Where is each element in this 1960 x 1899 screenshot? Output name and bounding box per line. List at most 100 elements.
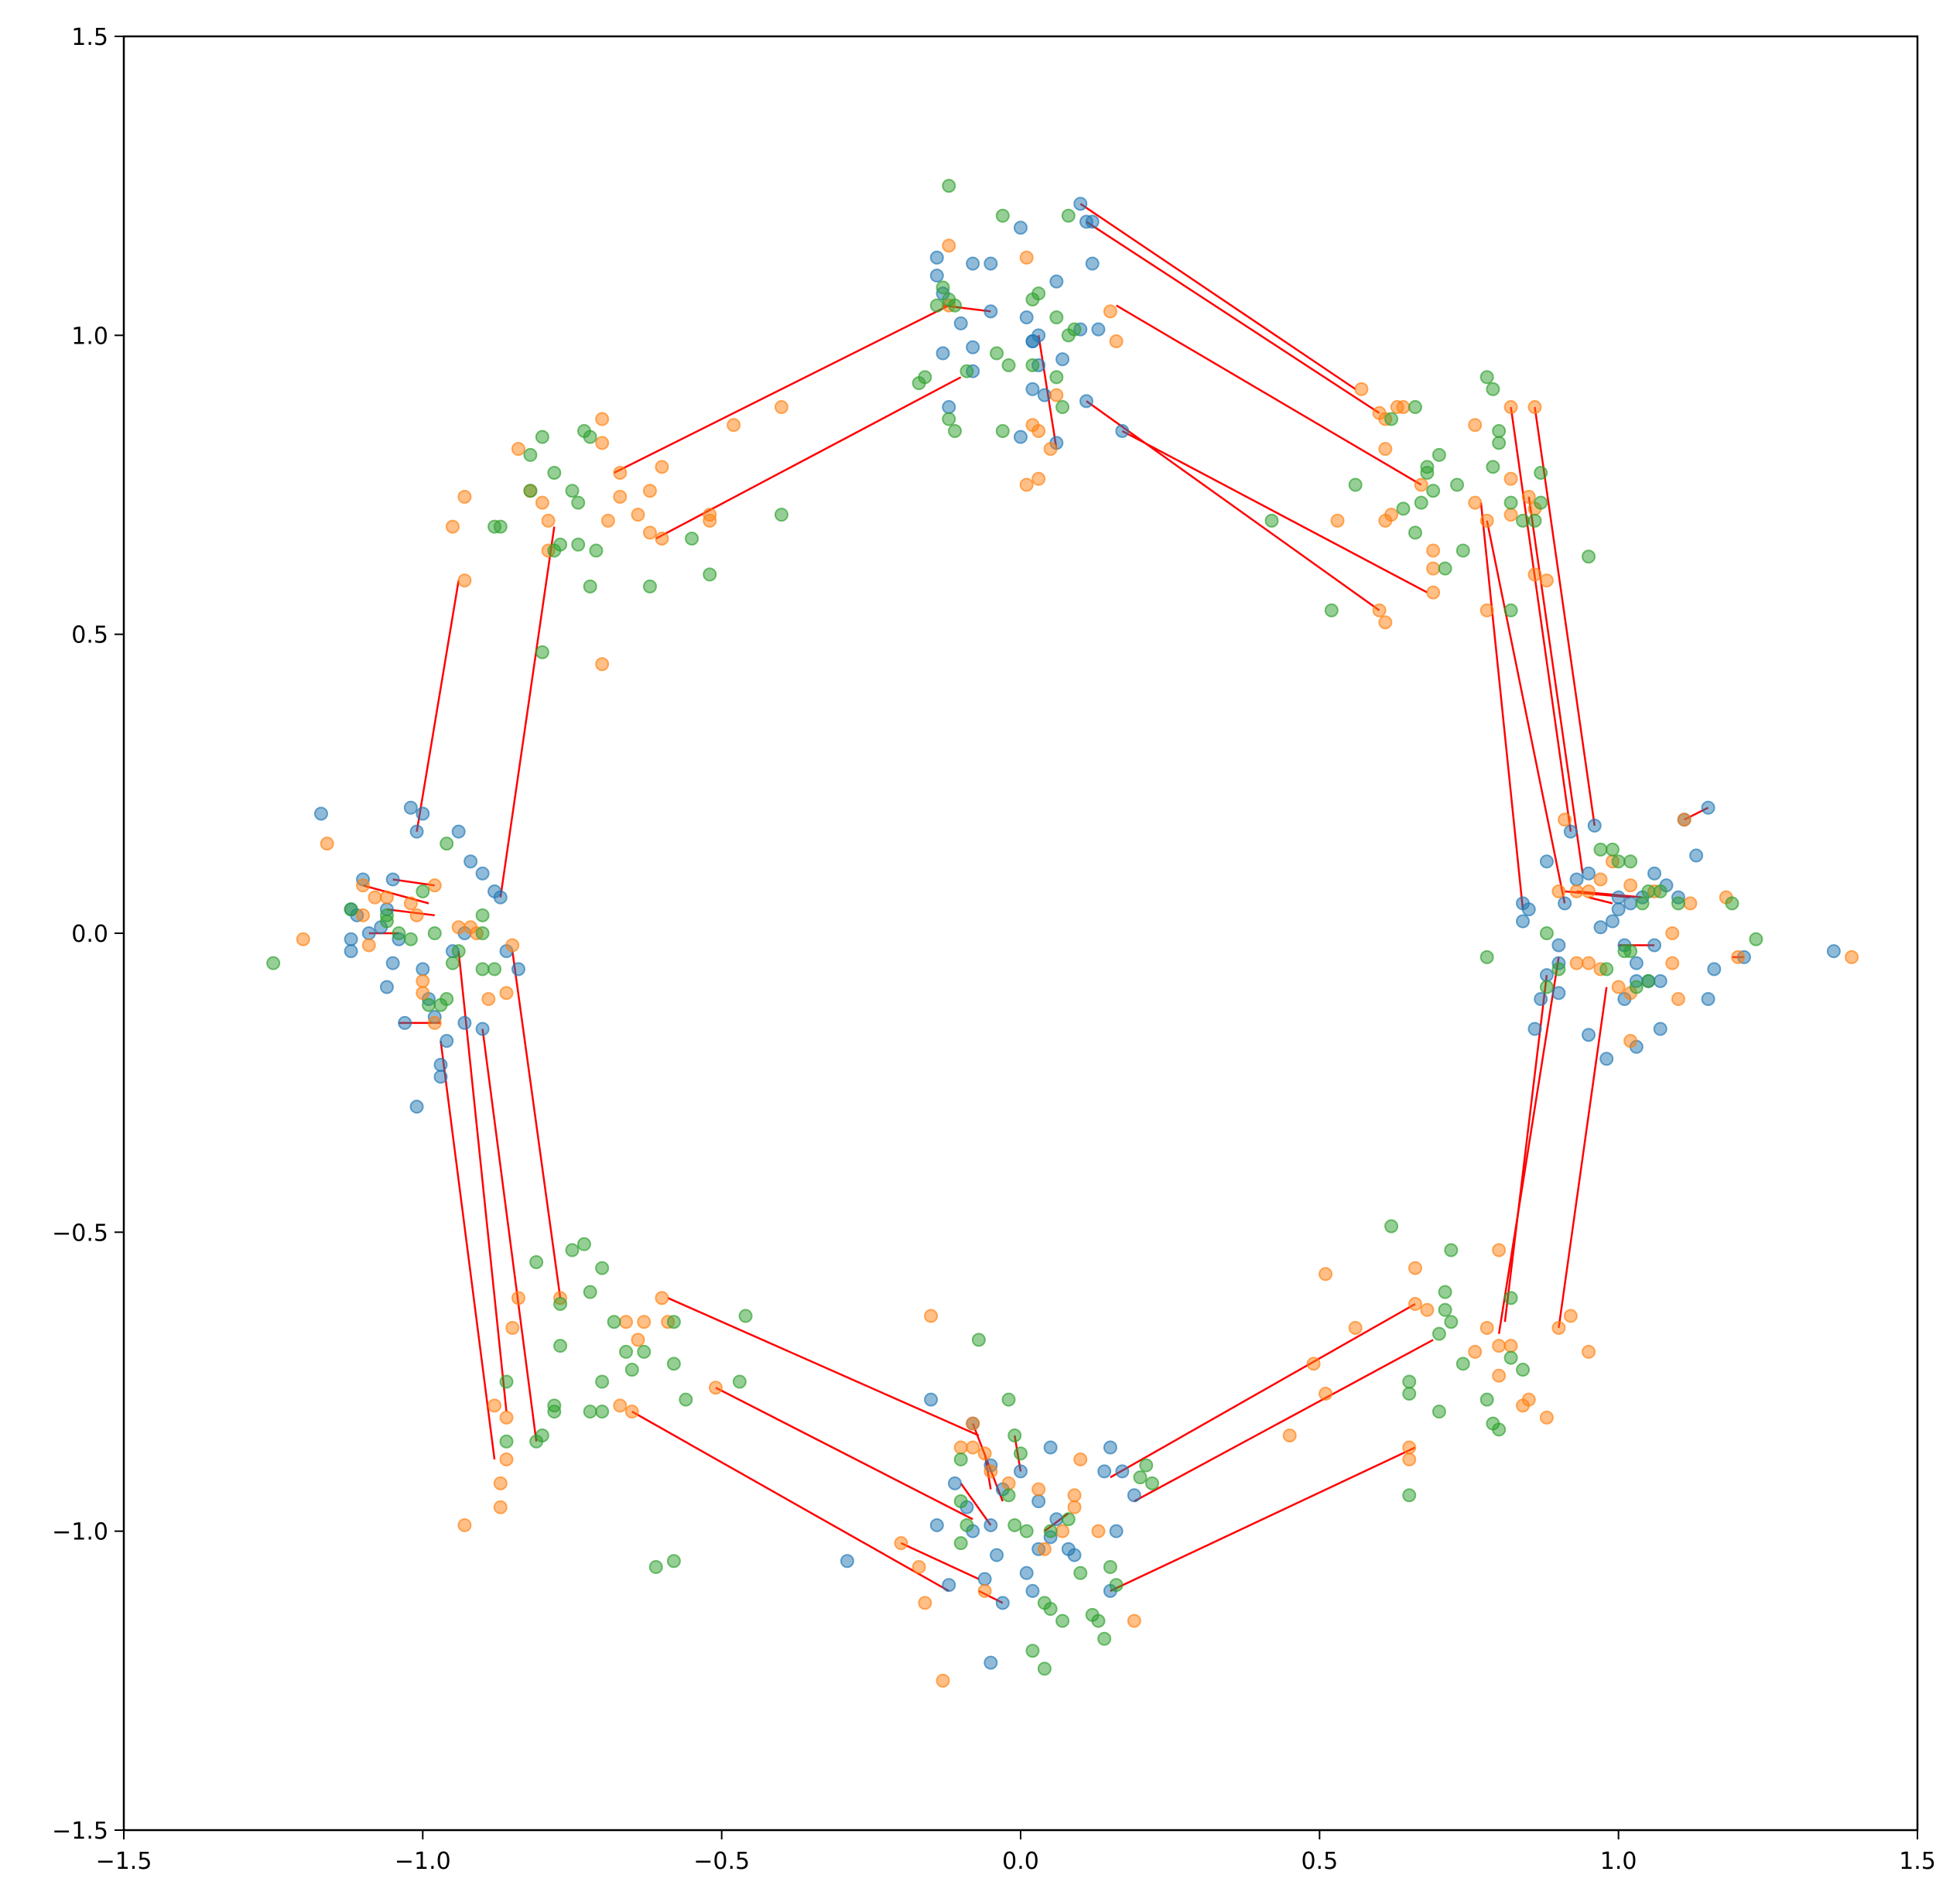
scatter-point	[1014, 221, 1028, 235]
scatter-point	[296, 932, 310, 946]
scatter-point	[475, 962, 490, 977]
scatter-point	[547, 543, 562, 558]
scatter-point	[953, 1440, 968, 1455]
y-tick-label: −0.5	[52, 1220, 108, 1247]
scatter-point	[1001, 358, 1016, 372]
scatter-point	[1264, 513, 1279, 528]
scatter-point	[1025, 358, 1040, 372]
connection-line	[362, 884, 429, 905]
scatter-point	[445, 956, 460, 970]
scatter-point	[320, 837, 334, 851]
scatter-point	[983, 256, 998, 271]
scatter-point	[499, 986, 514, 1001]
scatter-point	[666, 1315, 681, 1329]
scatter-point	[565, 1243, 580, 1257]
scatter-point	[929, 250, 944, 265]
scatter-point	[1025, 382, 1040, 396]
scatter-point	[511, 442, 525, 457]
scatter-point	[1378, 615, 1393, 630]
scatter-point	[553, 1339, 568, 1353]
scatter-point	[1091, 1613, 1106, 1628]
y-axis-ticks: −1.5 −1.0 −0.5 0.0 0.5 1.0 1.5	[52, 24, 124, 1845]
scatter-point	[990, 346, 1004, 361]
scatter-point	[1558, 896, 1572, 911]
scatter-point	[535, 429, 549, 444]
scatter-point	[475, 926, 490, 940]
scatter-point	[1551, 986, 1566, 1001]
scatter-point	[529, 1254, 544, 1269]
connection-line	[655, 376, 962, 540]
scatter-point	[499, 1452, 514, 1466]
scatter-point	[1014, 429, 1028, 444]
scatter-point	[1055, 352, 1070, 367]
scatter-point	[942, 179, 956, 193]
scatter-point	[1420, 460, 1435, 474]
scatter-point	[576, 1237, 591, 1251]
scatter-point	[1450, 477, 1465, 492]
scatter-point	[499, 1374, 514, 1389]
scatter-point	[1653, 884, 1668, 898]
scatter-point	[487, 519, 502, 534]
scatter-point	[1527, 1021, 1542, 1036]
scatter-point	[642, 579, 657, 594]
scatter-point	[959, 364, 974, 378]
scatter-point	[529, 1434, 544, 1449]
scatter-point	[1426, 543, 1441, 558]
scatter-point	[1426, 561, 1441, 576]
scatter-point	[1569, 884, 1584, 898]
scatter-point	[1402, 1452, 1417, 1466]
y-tick-label: 0.0	[71, 921, 108, 948]
scatter-point	[344, 932, 358, 946]
scatter-point	[942, 412, 956, 426]
connection-line	[1497, 956, 1560, 1334]
scatter-point	[409, 824, 424, 839]
connection-line	[959, 1483, 992, 1526]
scatter-point	[1025, 334, 1040, 349]
scatter-point	[1001, 1392, 1016, 1407]
scatter-point	[356, 908, 371, 922]
scatter-point	[966, 256, 980, 271]
scatter-point	[487, 962, 502, 977]
scatter-point	[1503, 1350, 1518, 1365]
scatter-point	[948, 423, 963, 438]
scatter-point	[648, 1560, 663, 1575]
scatter-point	[403, 896, 418, 911]
scatter-point	[416, 806, 430, 821]
scatter-point	[918, 1596, 932, 1610]
scatter-point	[1109, 1578, 1124, 1593]
scatter-point	[445, 519, 460, 534]
scatter-point	[1426, 484, 1441, 498]
scatter-point	[583, 579, 597, 594]
scatter-point	[619, 1315, 634, 1329]
scatter-point	[422, 997, 436, 1012]
scatter-point	[1330, 513, 1345, 528]
scatter-point	[266, 956, 281, 970]
connection-line	[511, 951, 562, 1299]
scatter-point	[457, 489, 472, 504]
scatter-point	[1569, 956, 1584, 970]
scatter-point	[1569, 872, 1584, 887]
scatter-point	[1073, 197, 1088, 211]
scatter-point	[1115, 1464, 1130, 1479]
scatter-point	[1582, 884, 1596, 898]
scatter-point	[523, 447, 538, 462]
scatter-point	[385, 872, 400, 887]
scatter-point	[1019, 1524, 1034, 1538]
scatter-point	[1282, 1429, 1297, 1443]
scatter-point	[1527, 513, 1542, 528]
scatter-point	[1025, 1583, 1040, 1598]
scatter-point	[1653, 1021, 1668, 1036]
scatter-point	[1396, 501, 1411, 516]
scatter-point	[1432, 1405, 1446, 1419]
scatter-point	[1061, 1512, 1076, 1527]
scatter-point	[1055, 1524, 1070, 1538]
scatter-point	[1516, 914, 1531, 929]
scatter-point	[379, 914, 394, 929]
scatter-point	[1629, 980, 1644, 994]
scatter-point	[703, 508, 717, 522]
scatter-point	[361, 938, 376, 953]
scatter-point	[1725, 896, 1739, 911]
scatter-point	[1067, 1488, 1082, 1503]
scatter-point	[1479, 513, 1494, 528]
scatter-point	[1479, 1320, 1494, 1335]
